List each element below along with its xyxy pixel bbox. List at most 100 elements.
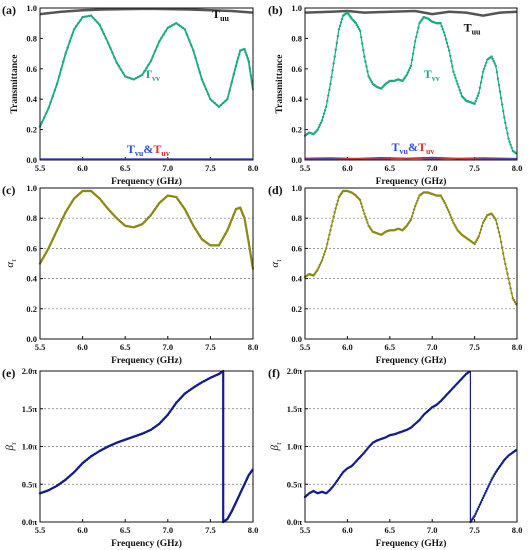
data-point: [158, 422, 161, 426]
data-point: [417, 197, 420, 200]
data-point: [147, 216, 150, 219]
data-point: [316, 268, 319, 271]
data-point: [244, 50, 247, 54]
data-point: [115, 441, 118, 444]
data-point: [200, 381, 204, 384]
y-tick-label: 0.5π: [287, 479, 303, 489]
data-point: [121, 439, 125, 442]
data-point: [446, 45, 450, 48]
x-tick-label: 7.0: [427, 342, 438, 352]
data-point: [246, 476, 249, 479]
data-point: [228, 223, 231, 227]
data-point: [368, 77, 371, 80]
y-tick-label: 1.5π: [22, 404, 38, 414]
data-point: [361, 42, 364, 45]
series-line-vv: [304, 12, 518, 155]
data-point: [51, 486, 54, 490]
annotation-part: vv: [432, 74, 440, 83]
data-point: [245, 53, 248, 57]
data-point: [202, 239, 206, 242]
data-point: [501, 103, 504, 106]
panel-label: (a): [2, 3, 16, 17]
data-point: [173, 404, 176, 407]
data-point: [185, 33, 189, 36]
data-point: [75, 468, 78, 472]
data-point: [81, 461, 84, 465]
data-point: [43, 116, 46, 119]
data-point: [238, 494, 241, 497]
panel-b: 0.0 0.2 0.4 0.6 0.8 1.0 5.5 6.0 6.5 7.0 7.5 8.0 (b) F…: [268, 3, 522, 187]
data-point: [196, 63, 199, 67]
data-point: [442, 200, 446, 203]
data-point: [244, 480, 247, 484]
data-point: [491, 476, 494, 479]
data-point: [211, 244, 214, 247]
x-axis-label: Frequency (GHz): [111, 176, 182, 187]
data-point: [510, 146, 513, 149]
data-point: [187, 38, 191, 42]
data-point: [498, 235, 502, 238]
data-point: [451, 65, 454, 68]
data-point: [149, 214, 152, 217]
data-point: [246, 57, 249, 60]
data-point: [499, 96, 503, 100]
data-point: [141, 223, 144, 226]
plot-frame: [39, 7, 254, 161]
data-point: [233, 503, 237, 506]
data-point: [227, 515, 230, 519]
plot-frame: [304, 7, 518, 161]
data-point: [104, 205, 108, 208]
data-point: [209, 376, 212, 379]
data-point: [132, 78, 135, 81]
panel-label: (c): [2, 183, 15, 197]
data-point: [51, 95, 54, 98]
y-tick-label: 0.8: [291, 213, 302, 223]
x-tick-label: 8.0: [248, 342, 259, 352]
data-point: [164, 30, 167, 33]
x-tick-label: 7.0: [427, 525, 438, 535]
data-point: [235, 60, 239, 64]
data-point: [454, 76, 457, 80]
data-point: [215, 244, 218, 247]
data-point: [247, 241, 250, 244]
data-point: [47, 247, 50, 250]
data-point: [416, 199, 419, 202]
data-point: [109, 210, 112, 213]
data-point: [511, 297, 514, 300]
x-tick-label: 5.5: [35, 525, 46, 535]
data-point: [181, 394, 184, 398]
data-point: [405, 73, 408, 77]
data-point: [477, 91, 480, 95]
data-point: [217, 105, 221, 109]
data-point: [317, 266, 320, 269]
data-point: [369, 79, 372, 82]
data-point: [107, 207, 110, 211]
data-point: [365, 218, 368, 221]
data-point: [72, 471, 76, 474]
data-point: [153, 50, 157, 53]
data-point: [62, 480, 65, 483]
data-point: [249, 254, 253, 258]
data-point: [503, 257, 506, 261]
data-point: [211, 375, 214, 379]
x-tick-label: 6.5: [384, 163, 395, 173]
data-point: [336, 199, 340, 202]
data-point: [224, 99, 227, 103]
y-axis-subscript: τ: [275, 442, 283, 445]
data-point: [119, 68, 123, 71]
data-point: [215, 103, 218, 107]
data-point: [453, 223, 456, 226]
data-point: [331, 69, 334, 72]
data-point: [502, 109, 505, 113]
data-point: [136, 434, 140, 437]
data-point: [89, 455, 93, 458]
data-point: [333, 55, 336, 58]
data-point: [194, 385, 197, 388]
data-point: [107, 41, 110, 45]
data-point: [493, 62, 496, 65]
data-point: [83, 189, 86, 193]
panel-label: (f): [268, 366, 280, 380]
data-point: [439, 22, 442, 25]
data-point: [490, 478, 493, 481]
